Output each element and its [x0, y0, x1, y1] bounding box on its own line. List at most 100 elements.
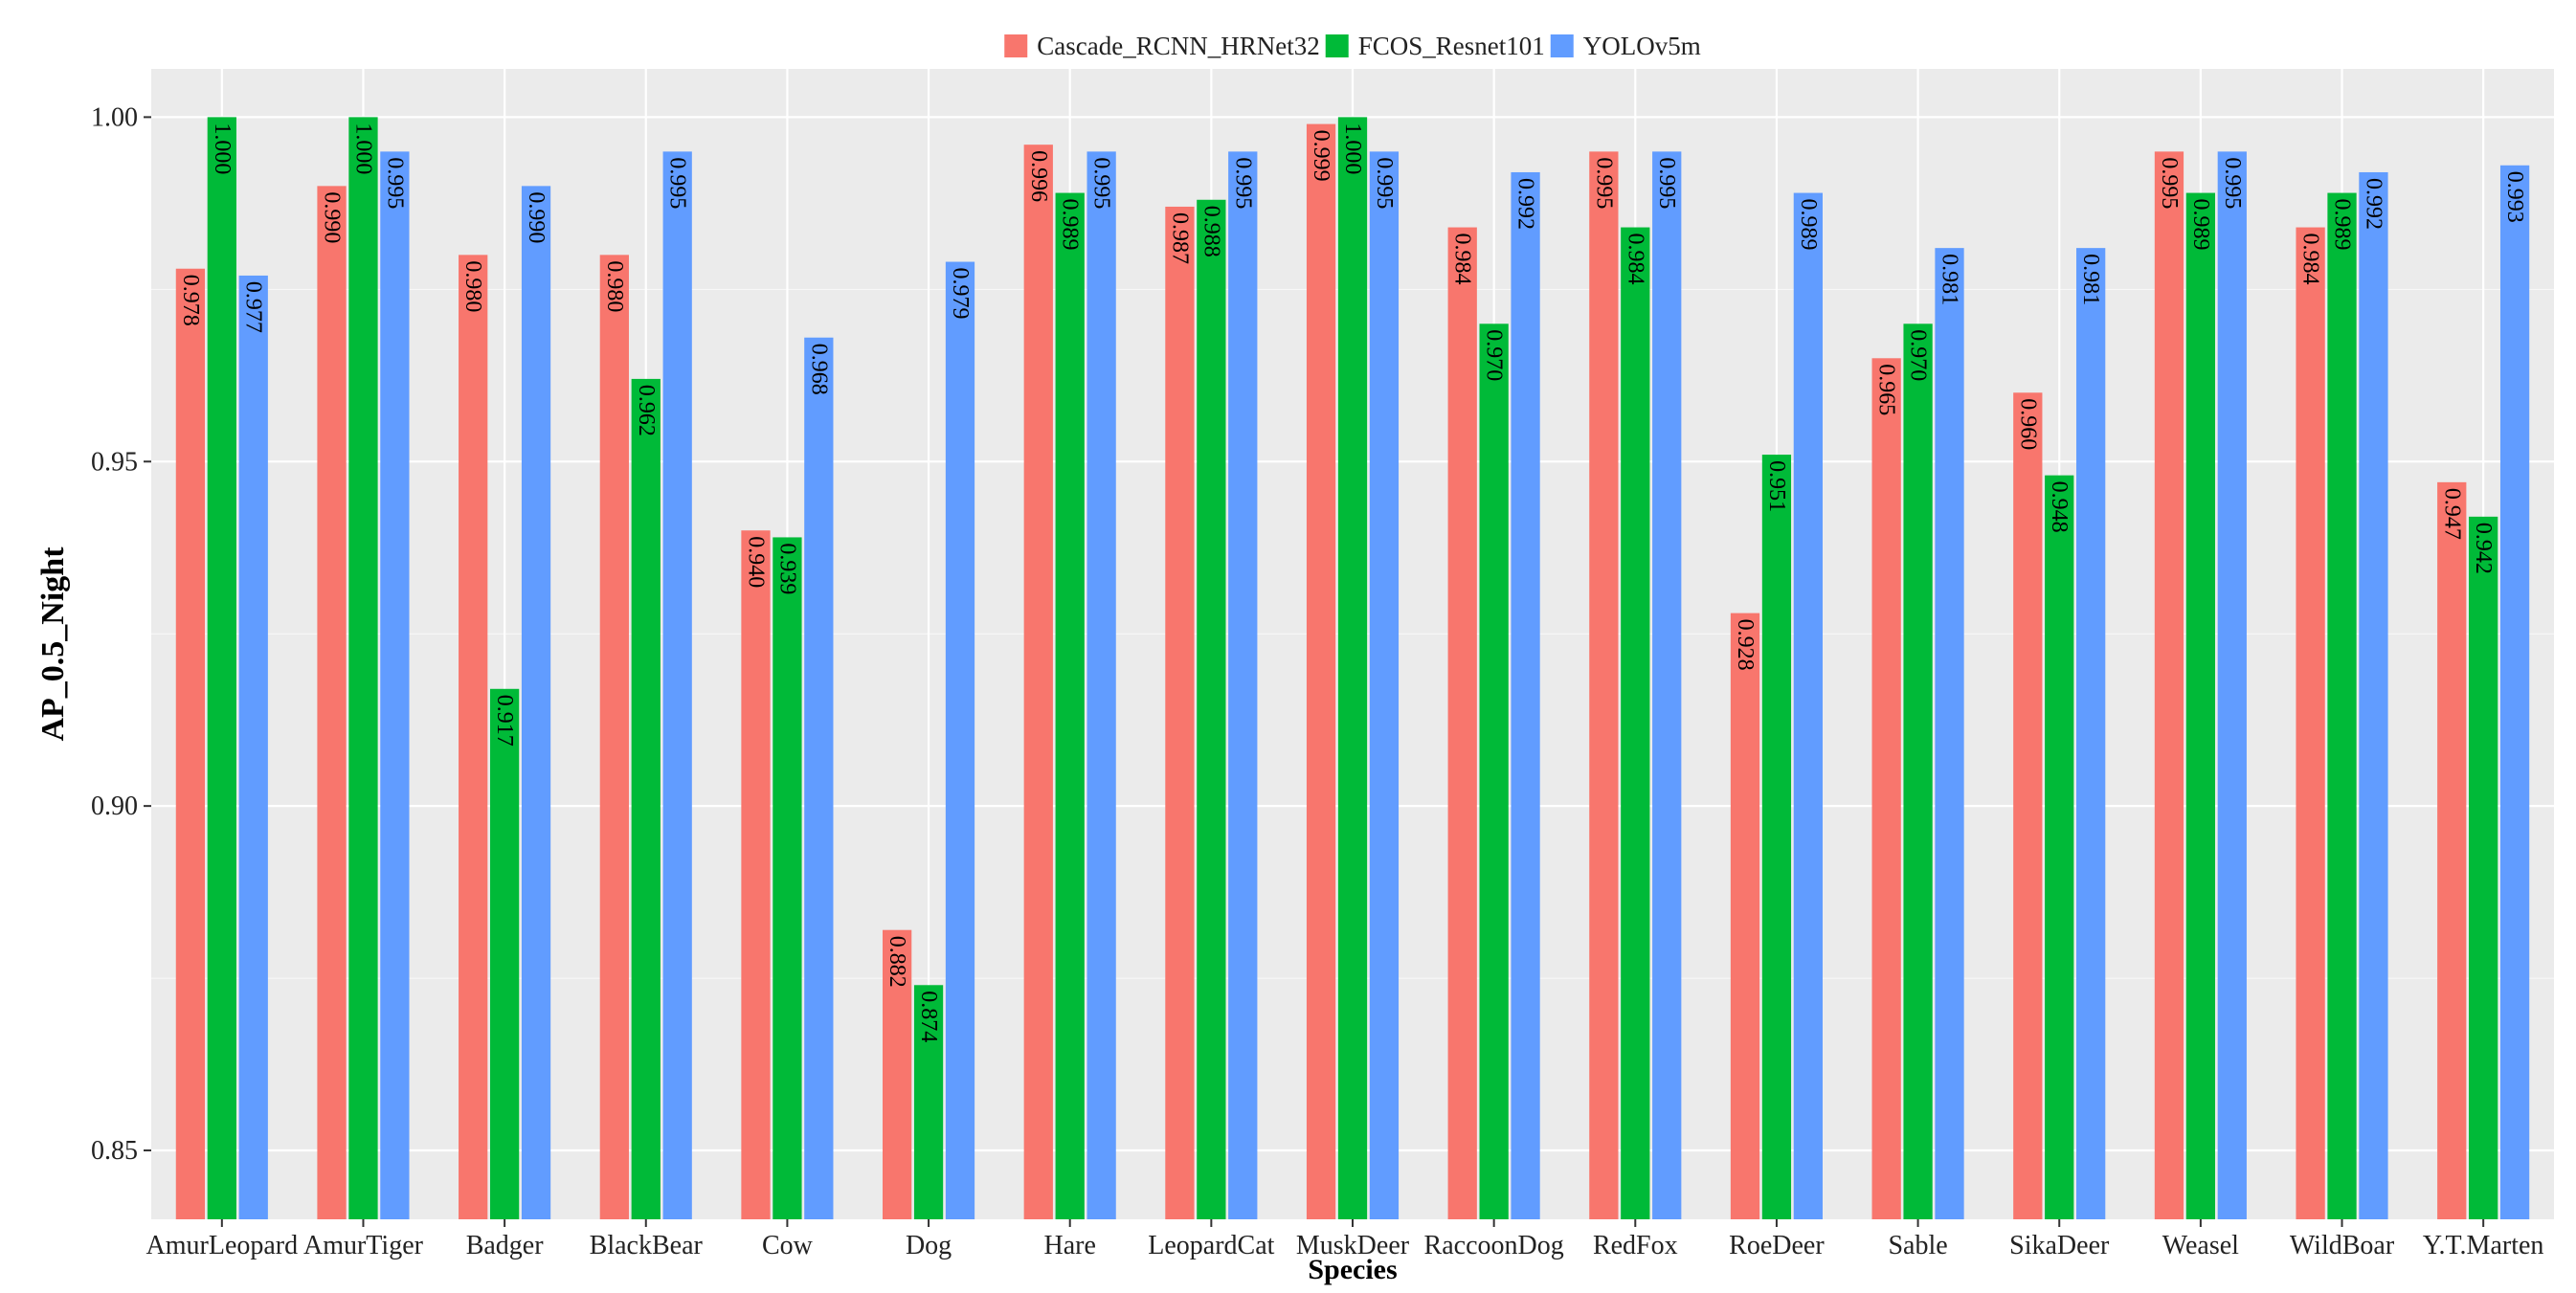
bar-fcos-resnet101-redfox	[1621, 227, 1650, 1219]
bar-cascade-rcnn-hrnet32-dog	[882, 929, 912, 1219]
bar-fcos-resnet101-blackbear	[631, 378, 661, 1219]
bar-yolov5m-hare	[1086, 151, 1116, 1220]
bar-value-label: 1.000	[1340, 123, 1365, 174]
bar-cascade-rcnn-hrnet32-amurleopard	[175, 268, 206, 1219]
legend-key-cascade-rcnn-hrnet32	[1004, 34, 1028, 57]
bar-value-label: 0.977	[241, 281, 266, 333]
x-tick-label: LeopardCat	[1148, 1231, 1274, 1260]
bar-value-label: 0.989	[1796, 199, 1821, 251]
bar-yolov5m-amurleopard	[238, 275, 268, 1220]
bar-value-label: 0.928	[1733, 619, 1758, 671]
bar-value-label: 0.992	[2361, 178, 2386, 230]
bar-value-label: 0.942	[2471, 523, 2496, 574]
x-tick-label: Hare	[1044, 1231, 1096, 1260]
bar-value-label: 0.992	[1513, 178, 1538, 230]
bar-fcos-resnet101-sable	[1903, 323, 1933, 1219]
bar-yolov5m-raccoondog	[1511, 171, 1540, 1219]
bar-yolov5m-sable	[1935, 248, 1964, 1220]
bar-cascade-rcnn-hrnet32-redfox	[1589, 151, 1619, 1220]
bar-value-label: 0.995	[1230, 157, 1255, 209]
bar-cascade-rcnn-hrnet32-hare	[1023, 145, 1053, 1220]
bar-value-label: 0.996	[1026, 150, 1051, 202]
bar-cascade-rcnn-hrnet32-y-t-marten	[2437, 481, 2467, 1219]
x-tick-label: Dog	[906, 1231, 952, 1260]
bar-value-label: 0.984	[2298, 234, 2323, 285]
y-axis: 0.85 0.90 0.95 1.00	[91, 102, 151, 1166]
bar-value-label: 1.000	[210, 123, 235, 174]
legend-key-fcos-resnet101	[1325, 34, 1349, 57]
bar-value-label: 0.940	[743, 536, 768, 588]
x-tick-label: Weasel	[2162, 1231, 2239, 1260]
bar-value-label: 0.995	[382, 157, 407, 209]
bar-yolov5m-wildboar	[2359, 171, 2388, 1219]
bar-value-label: 0.995	[1372, 157, 1397, 209]
bar-cascade-rcnn-hrnet32-blackbear	[599, 255, 629, 1219]
bar-yolov5m-muskdeer	[1369, 151, 1400, 1220]
y-tick-label: 0.85	[91, 1136, 138, 1166]
x-tick-label: BlackBear	[590, 1231, 704, 1260]
bar-value-label: 0.995	[2157, 157, 2182, 209]
bar-value-labels: 0.9781.0000.9770.9901.0000.9950.9800.917…	[178, 123, 2527, 1042]
bar-fcos-resnet101-sikadeer	[2045, 475, 2074, 1219]
bar-value-label: 0.981	[2078, 254, 2103, 305]
bar-yolov5m-leopardcat	[1228, 151, 1258, 1220]
bar-yolov5m-blackbear	[662, 151, 692, 1220]
bar-value-label: 0.980	[460, 260, 485, 312]
bar-value-label: 0.965	[1874, 364, 1899, 415]
bars	[175, 117, 2530, 1220]
bar-fcos-resnet101-muskdeer	[1337, 117, 1368, 1220]
bar-value-label: 0.947	[2439, 488, 2464, 540]
bar-value-label: 0.989	[2188, 199, 2213, 251]
bar-yolov5m-cow	[804, 337, 834, 1220]
bar-cascade-rcnn-hrnet32-sikadeer	[2013, 392, 2043, 1219]
bar-cascade-rcnn-hrnet32-cow	[741, 530, 771, 1219]
bar-yolov5m-sikadeer	[2076, 248, 2106, 1220]
bar-fcos-resnet101-y-t-marten	[2469, 516, 2498, 1219]
x-tick-label: Badger	[466, 1231, 545, 1260]
bar-value-label: 0.970	[1482, 329, 1507, 381]
bar-yolov5m-dog	[945, 261, 975, 1219]
y-tick-label: 1.00	[91, 102, 138, 132]
x-tick-label: Sable	[1888, 1231, 1947, 1260]
bar-fcos-resnet101-cow	[773, 537, 802, 1219]
bar-value-label: 0.995	[665, 157, 690, 209]
x-tick-label: RedFox	[1593, 1231, 1678, 1260]
bar-cascade-rcnn-hrnet32-badger	[459, 255, 488, 1219]
bar-cascade-rcnn-hrnet32-wildboar	[2296, 227, 2325, 1219]
x-tick-label: AmurTiger	[303, 1231, 424, 1260]
y-tick-label: 0.95	[91, 447, 138, 477]
bar-value-label: 0.993	[2502, 171, 2527, 223]
bar-value-label: 0.978	[178, 275, 203, 326]
y-tick-label: 0.90	[91, 791, 138, 821]
bar-value-label: 0.951	[1764, 460, 1789, 512]
bar-value-label: 1.000	[350, 123, 375, 174]
bar-yolov5m-badger	[521, 186, 551, 1220]
bar-value-label: 0.948	[2047, 481, 2072, 533]
bar-value-label: 0.990	[320, 191, 345, 243]
bar-value-label: 0.984	[1450, 234, 1475, 285]
x-tick-label: Cow	[762, 1231, 814, 1260]
x-tick-label: RaccoonDog	[1424, 1231, 1564, 1260]
bar-value-label: 0.984	[1623, 234, 1647, 285]
bar-yolov5m-roedeer	[1793, 192, 1824, 1219]
bar-cascade-rcnn-hrnet32-muskdeer	[1306, 123, 1336, 1220]
legend-key-yolov5m	[1550, 34, 1574, 57]
legend-label: FCOS_Resnet101	[1358, 32, 1545, 60]
bar-value-label: 0.960	[2015, 398, 2040, 450]
bar-value-label: 0.987	[1167, 212, 1192, 264]
bar-value-label: 0.981	[1938, 254, 1962, 305]
bar-cascade-rcnn-hrnet32-leopardcat	[1165, 206, 1195, 1219]
bar-value-label: 0.989	[1058, 199, 1083, 251]
bar-cascade-rcnn-hrnet32-sable	[1871, 358, 1901, 1219]
bar-value-label: 0.939	[774, 543, 799, 594]
bar-value-label: 0.917	[492, 695, 517, 747]
bar-fcos-resnet101-raccoondog	[1479, 323, 1509, 1219]
bar-value-label: 0.995	[1654, 157, 1679, 209]
bar-fcos-resnet101-wildboar	[2327, 192, 2357, 1219]
bar-yolov5m-weasel	[2217, 151, 2247, 1220]
x-tick-label: SikaDeer	[2009, 1231, 2110, 1260]
bar-cascade-rcnn-hrnet32-weasel	[2154, 151, 2184, 1220]
x-tick-label: AmurLeopard	[146, 1231, 299, 1260]
